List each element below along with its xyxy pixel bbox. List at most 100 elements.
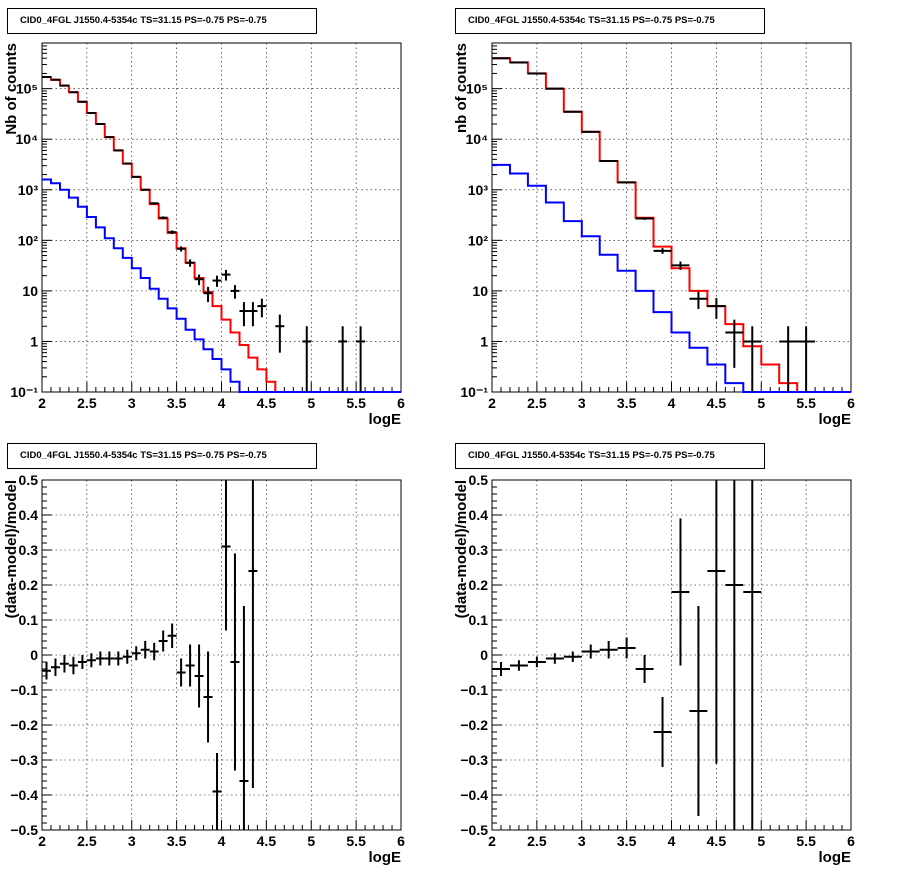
x-tick-label: 3 (578, 395, 586, 411)
x-tick-label: 2.5 (527, 833, 547, 849)
x-tick-label: 5 (307, 395, 315, 411)
data-point (725, 319, 744, 368)
y-tick-label: 0 (480, 647, 488, 663)
x-tick-label: 3.5 (617, 395, 637, 411)
data-point (689, 606, 708, 816)
data-point (149, 202, 159, 205)
data-point (617, 181, 636, 184)
data-point (581, 644, 600, 659)
y-tick-label: 0.3 (469, 542, 489, 558)
x-axis-label: logE (369, 849, 402, 866)
data-point (527, 656, 546, 668)
data-point (779, 326, 798, 392)
data-point (95, 651, 105, 666)
data-point (635, 655, 654, 683)
data-point (194, 644, 204, 708)
y-tick-label: 0.4 (19, 507, 39, 523)
data-point (653, 697, 672, 767)
y-tick-label: 10³ (468, 182, 489, 198)
data-point (86, 653, 96, 668)
x-tick-label: 5.5 (346, 833, 366, 849)
data-point (167, 230, 177, 235)
data-point (671, 518, 690, 666)
chart-1: 2 2.5 3 3.5 4 4.5 5 5.5 6 10⁻¹ 1 10 10² 10³ 10⁴ 10⁵ logE… (3, 42, 405, 428)
x-tick-label: 2 (488, 395, 496, 411)
data-point (59, 655, 69, 673)
x-tick-label: 6 (847, 833, 855, 849)
y-tick-label: 0.1 (469, 612, 489, 628)
data-point (230, 285, 240, 299)
data-point (653, 248, 672, 254)
y-tick-label: −0.4 (460, 787, 488, 803)
data-point (185, 259, 195, 267)
y-tick-label: 10³ (18, 182, 39, 198)
data-point (707, 480, 726, 764)
data-point (113, 651, 123, 666)
x-tick-label: 3 (128, 833, 136, 849)
data-point (248, 480, 258, 788)
x-tick-label: 5 (307, 833, 315, 849)
chart-title-4: CID0_4FGL J1550.4-5354c TS=31.15 PS=-0.7… (455, 443, 765, 469)
chart-title-3: CID0_4FGL J1550.4-5354c TS=31.15 PS=-0.7… (7, 443, 317, 469)
x-tick-label: 5 (757, 833, 765, 849)
y-axis-label: (data-model)/model (453, 480, 470, 618)
chart-4: 2 2.5 3 3.5 4 4.5 5 5.5 6 −0.5 −0.4 −0.3 −0.2 −0.1 0 0.… (453, 472, 855, 866)
data-point (203, 651, 213, 743)
data-point (707, 298, 726, 319)
y-axis-label: (data-model)/model (3, 480, 20, 618)
data-point (302, 326, 312, 392)
data-point (42, 662, 51, 680)
data-point (149, 642, 159, 661)
x-tick-label: 2 (38, 395, 46, 411)
x-tick-label: 5 (757, 395, 765, 411)
data-point (248, 302, 258, 327)
y-tick-label: 10 (472, 283, 488, 299)
series-line-2 (492, 163, 851, 393)
data-point (122, 162, 132, 165)
data-point (131, 646, 141, 661)
y-tick-label: −0.3 (10, 752, 38, 768)
x-tick-label: 4.5 (707, 833, 727, 849)
data-point (176, 658, 186, 687)
data-point (221, 480, 231, 631)
data-point (797, 326, 816, 392)
y-tick-label: −0.1 (10, 682, 38, 698)
y-tick-label: 10⁻¹ (10, 384, 38, 400)
y-tick-label: 0.4 (469, 507, 489, 523)
data-point (203, 286, 213, 303)
x-axis-label: logE (819, 411, 852, 428)
data-point (194, 274, 204, 286)
x-tick-label: 5.5 (346, 395, 366, 411)
data-point (338, 326, 348, 392)
data-point (50, 658, 60, 676)
x-tick-label: 3.5 (167, 395, 187, 411)
data-point (725, 480, 744, 830)
data-point (131, 175, 141, 178)
x-tick-label: 2.5 (77, 395, 97, 411)
y-tick-label: 10⁵ (16, 81, 38, 97)
y-tick-label: 10⁴ (16, 131, 39, 147)
data-point (113, 149, 123, 152)
x-tick-label: 3.5 (167, 833, 187, 849)
x-tick-label: 3 (578, 833, 586, 849)
data-point (122, 649, 132, 664)
y-axis-label: Nb of counts (3, 43, 20, 135)
y-tick-label: 10⁵ (466, 81, 488, 97)
x-tick-label: 4 (218, 395, 226, 411)
y-tick-label: 0.2 (19, 577, 39, 593)
data-point (212, 753, 222, 830)
y-tick-label: 0 (30, 647, 38, 663)
x-tick-label: 6 (397, 395, 405, 411)
data-point (545, 653, 564, 664)
data-point (563, 651, 582, 662)
data-point (140, 641, 150, 659)
x-tick-label: 4.5 (257, 833, 277, 849)
y-tick-label: −0.5 (10, 822, 38, 838)
x-tick-label: 4 (668, 395, 676, 411)
x-tick-label: 5.5 (796, 833, 816, 849)
data-point (671, 261, 690, 270)
chart-3: 2 2.5 3 3.5 4 4.5 5 5.5 6 −0.5 −0.4 −0.3 −0.2 −0.1 0 0.… (3, 472, 405, 866)
data-point (743, 480, 762, 830)
data-point (68, 656, 78, 675)
